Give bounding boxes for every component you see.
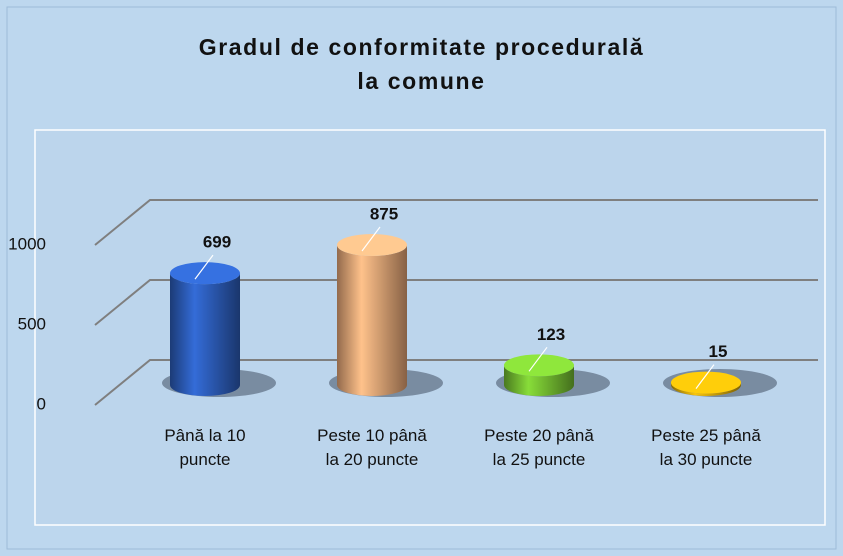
- bar: [337, 245, 407, 396]
- bar-top: [504, 354, 574, 377]
- grid-line: [94, 279, 818, 326]
- x-tick-label: Peste 20 până la 25 puncte: [484, 426, 594, 469]
- bar-top: [170, 262, 240, 285]
- leader-line: [528, 346, 548, 372]
- bar-top: [337, 234, 407, 256]
- data-label: 123: [537, 325, 565, 344]
- data-label: 15: [709, 342, 728, 361]
- grid-line: [94, 359, 818, 406]
- bar-top: [671, 371, 741, 394]
- data-label: 699: [203, 233, 231, 252]
- x-tick-label: Peste 25 până la 30 puncte: [651, 426, 761, 469]
- bar: [504, 365, 574, 396]
- bar: [671, 382, 741, 396]
- grid-line: [94, 199, 818, 246]
- plot-area: [34, 129, 826, 526]
- y-tick-label: 0: [37, 394, 46, 413]
- bar: [170, 273, 240, 396]
- data-label: 875: [370, 204, 398, 223]
- chart-title: Gradul de conformitate procedurală la co…: [198, 34, 645, 94]
- y-tick-label: 1000: [8, 234, 46, 253]
- y-tick-label: 500: [18, 314, 46, 333]
- leader-line: [695, 364, 715, 389]
- x-tick-label: Peste 10 până la 20 puncte: [317, 426, 427, 469]
- leader-line: [194, 254, 214, 280]
- leader-line: [361, 226, 381, 252]
- x-tick-label: Până la 10 puncte: [164, 426, 246, 469]
